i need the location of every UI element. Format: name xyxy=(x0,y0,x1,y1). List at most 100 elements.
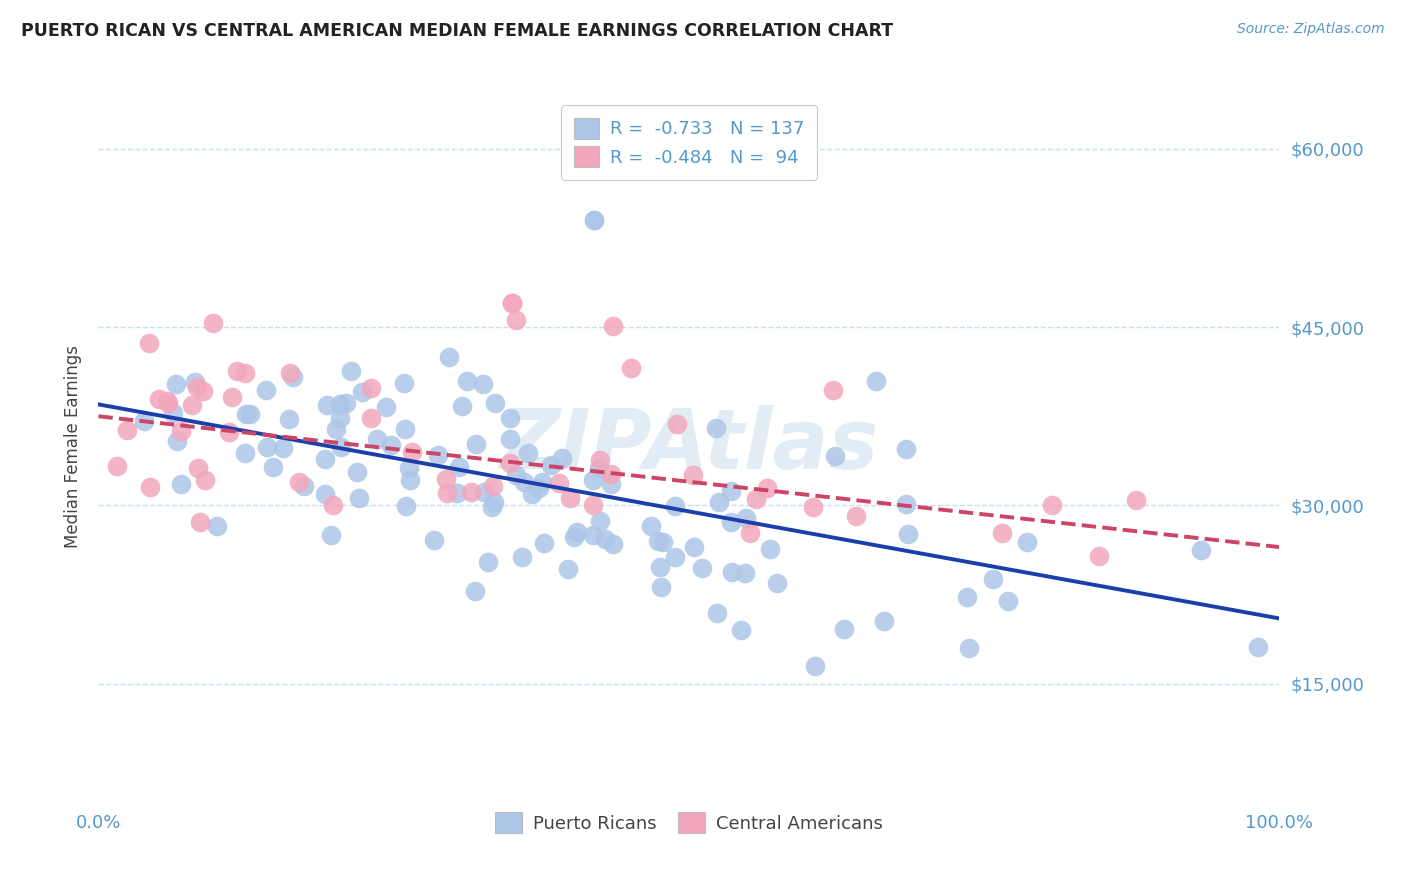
Point xyxy=(427,448,450,462)
Point xyxy=(499,432,522,446)
Point xyxy=(221,391,243,405)
Point xyxy=(896,442,918,456)
Point xyxy=(450,399,472,413)
Point xyxy=(322,499,344,513)
Point xyxy=(599,467,621,481)
Point xyxy=(706,606,728,620)
Point xyxy=(682,540,704,554)
Point xyxy=(375,400,398,414)
Point xyxy=(582,473,605,487)
Point xyxy=(395,500,418,514)
Point xyxy=(583,213,606,227)
Point xyxy=(756,481,779,495)
Point xyxy=(652,535,675,549)
Point xyxy=(894,497,917,511)
Point xyxy=(314,487,336,501)
Point xyxy=(505,312,527,326)
Point xyxy=(484,396,506,410)
Point xyxy=(423,533,446,547)
Point xyxy=(187,461,209,475)
Point xyxy=(533,536,555,550)
Point xyxy=(401,445,423,459)
Point xyxy=(832,622,855,636)
Point xyxy=(520,487,543,501)
Point xyxy=(181,398,204,412)
Point xyxy=(340,364,363,378)
Point xyxy=(138,336,160,351)
Point xyxy=(436,485,458,500)
Point xyxy=(501,296,523,310)
Point xyxy=(599,476,621,491)
Point xyxy=(730,623,752,637)
Point xyxy=(582,528,605,542)
Point xyxy=(650,581,672,595)
Point xyxy=(194,473,217,487)
Point xyxy=(315,397,337,411)
Point xyxy=(349,491,371,505)
Point xyxy=(548,475,571,490)
Point xyxy=(872,614,894,628)
Point xyxy=(271,441,294,455)
Text: Source: ZipAtlas.com: Source: ZipAtlas.com xyxy=(1237,22,1385,37)
Point xyxy=(166,434,188,448)
Point xyxy=(399,473,422,487)
Point xyxy=(734,566,756,580)
Point xyxy=(517,446,540,460)
Point xyxy=(233,367,256,381)
Point xyxy=(170,477,193,491)
Point xyxy=(283,370,305,384)
Point xyxy=(551,451,574,466)
Point xyxy=(648,559,671,574)
Point xyxy=(1088,549,1111,564)
Point xyxy=(721,565,744,579)
Point xyxy=(437,350,460,364)
Point xyxy=(957,641,980,656)
Point xyxy=(254,383,277,397)
Point xyxy=(562,531,585,545)
Point xyxy=(256,440,278,454)
Point xyxy=(640,519,662,533)
Point xyxy=(690,561,713,575)
Text: PUERTO RICAN VS CENTRAL AMERICAN MEDIAN FEMALE EARNINGS CORRELATION CHART: PUERTO RICAN VS CENTRAL AMERICAN MEDIAN … xyxy=(21,22,893,40)
Point xyxy=(956,590,979,604)
Point xyxy=(238,407,260,421)
Point xyxy=(225,364,247,378)
Point xyxy=(530,475,553,490)
Point xyxy=(321,528,343,542)
Point xyxy=(981,572,1004,586)
Point xyxy=(278,412,301,426)
Point xyxy=(446,485,468,500)
Point xyxy=(477,555,499,569)
Point xyxy=(456,375,478,389)
Point xyxy=(380,438,402,452)
Point xyxy=(335,395,357,409)
Point xyxy=(314,451,336,466)
Point xyxy=(991,525,1014,540)
Text: ZIPAtlas: ZIPAtlas xyxy=(499,406,879,486)
Point xyxy=(666,417,689,431)
Point xyxy=(510,550,533,565)
Point xyxy=(512,475,534,489)
Point xyxy=(472,484,495,499)
Point xyxy=(1247,640,1270,654)
Point xyxy=(589,453,612,467)
Point xyxy=(202,316,225,330)
Point xyxy=(193,384,215,398)
Point xyxy=(165,377,187,392)
Point xyxy=(325,422,347,436)
Point xyxy=(735,510,758,524)
Point xyxy=(1125,492,1147,507)
Point xyxy=(803,659,825,673)
Point xyxy=(720,515,742,529)
Point xyxy=(801,500,824,515)
Point xyxy=(565,524,588,539)
Point xyxy=(582,499,605,513)
Point xyxy=(329,397,352,411)
Point xyxy=(132,414,155,428)
Point xyxy=(183,375,205,389)
Point xyxy=(464,437,486,451)
Point xyxy=(589,515,612,529)
Point xyxy=(620,360,643,375)
Point xyxy=(139,480,162,494)
Point xyxy=(460,484,482,499)
